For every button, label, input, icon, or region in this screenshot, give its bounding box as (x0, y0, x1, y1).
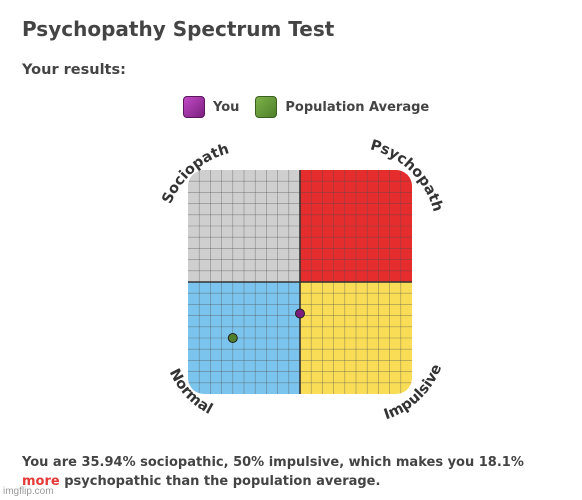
legend-label-population-average: Population Average (285, 99, 430, 115)
result-text-more: more (22, 474, 60, 489)
psychopathy-quadrant-chart: Sociopath Psychopath Normal Impulsive (159, 137, 445, 423)
legend-swatch-population-average (255, 96, 278, 118)
result-summary: You are 35.94% sociopathic, 50% impulsiv… (22, 453, 542, 491)
legend-item-you: You (183, 96, 239, 118)
results-heading: Your results: (22, 62, 126, 78)
legend-label-you: You (213, 99, 240, 115)
imgflip-watermark: imgflip.com (3, 486, 54, 497)
chart-legend: You Population Average (183, 95, 429, 119)
page-title: Psychopathy Spectrum Test (22, 17, 335, 41)
legend-swatch-you (183, 96, 205, 118)
data-points (227, 308, 305, 343)
legend-item-population-average: Population Average (255, 96, 429, 118)
result-text-end: psychopathic than the population average… (59, 474, 381, 489)
data-point-population-average (227, 333, 238, 343)
quadrant-area (188, 170, 412, 394)
result-text-main: You are 35.94% sociopathic, 50% impulsiv… (22, 455, 524, 470)
data-point-you (295, 308, 305, 319)
